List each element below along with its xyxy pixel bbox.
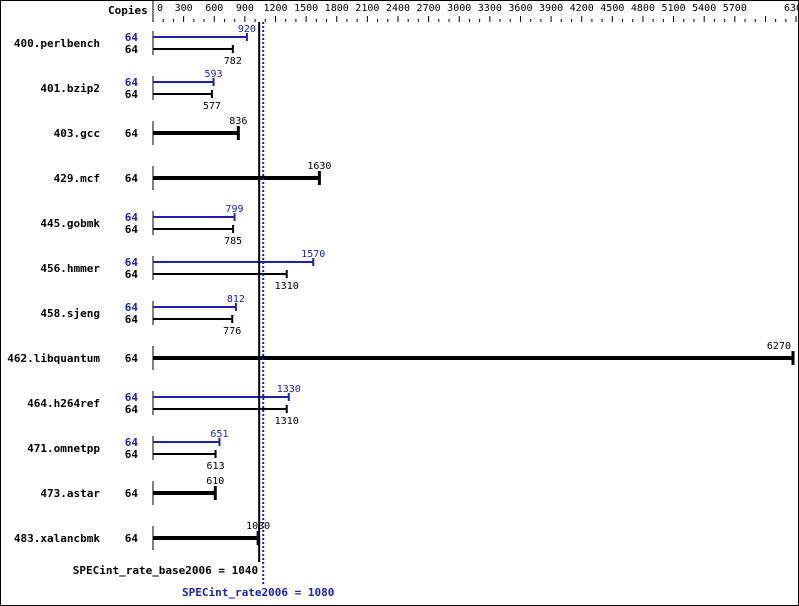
benchmark-name: 462.libquantum <box>7 352 100 365</box>
benchmark-row: 456.hmmer 64 1570 64 1310 <box>40 249 325 292</box>
axis-tick-label: 2100 <box>355 3 379 14</box>
benchmark-row: 473.astar 64 610 <box>40 476 224 505</box>
base-value-label: 785 <box>224 236 242 247</box>
benchmark-row: 403.gcc 64 836 <box>54 116 247 145</box>
benchmark-row: 429.mcf 64 1630 <box>54 161 331 190</box>
peak-copies: 64 <box>125 391 139 404</box>
benchmark-name: 471.omnetpp <box>27 442 100 455</box>
peak-value-label: 651 <box>210 429 228 440</box>
base-value-label: 610 <box>206 476 224 487</box>
peak-value-label: 593 <box>204 69 222 80</box>
peak-value-label: 1570 <box>301 249 325 260</box>
axis-tick-label: 2400 <box>386 3 410 14</box>
benchmark-name: 429.mcf <box>54 172 100 185</box>
base-copies: 64 <box>125 313 139 326</box>
benchmark-name: 473.astar <box>40 487 100 500</box>
base-value-label: 6270 <box>767 341 791 352</box>
peak-summary-label: SPECint_rate2006 = 1080 <box>182 586 334 599</box>
base-value-label: 613 <box>207 461 225 472</box>
benchmark-name: 464.h264ref <box>27 397 100 410</box>
peak-value-label: 920 <box>238 24 256 35</box>
peak-copies: 64 <box>125 301 139 314</box>
base-copies: 64 <box>125 532 139 545</box>
base-value-label: 782 <box>224 56 242 67</box>
benchmark-name: 458.sjeng <box>40 307 100 320</box>
base-copies: 64 <box>125 172 139 185</box>
benchmark-row: 401.bzip2 64 593 64 577 <box>40 69 222 112</box>
base-value-label: 1030 <box>246 521 270 532</box>
benchmark-row: 458.sjeng 64 812 64 776 <box>40 294 245 337</box>
base-copies: 64 <box>125 88 139 101</box>
axis-tick-label: 4200 <box>570 3 594 14</box>
peak-value-label: 812 <box>227 294 245 305</box>
axis-tick-label: 5100 <box>662 3 686 14</box>
benchmark-name: 403.gcc <box>54 127 100 140</box>
benchmark-name: 456.hmmer <box>40 262 100 275</box>
peak-copies: 64 <box>125 211 139 224</box>
axis-tick-label: 600 <box>205 3 223 14</box>
peak-copies: 64 <box>125 31 139 44</box>
axis-tick-label: 1200 <box>263 3 287 14</box>
copies-header: Copies <box>108 4 148 17</box>
axis-tick-label: 4800 <box>631 3 655 14</box>
peak-copies: 64 <box>125 256 139 269</box>
axis-tick-label: 3000 <box>447 3 471 14</box>
benchmark-name: 401.bzip2 <box>40 82 100 95</box>
peak-value-label: 1330 <box>277 384 301 395</box>
benchmark-row: 464.h264ref 64 1330 64 1310 <box>27 384 301 427</box>
axis-tick-label: 900 <box>236 3 254 14</box>
axis-tick-label: 2700 <box>417 3 441 14</box>
benchmark-row: 400.perlbench 64 920 64 782 <box>14 24 256 67</box>
summary-lines: SPECint_rate_base2006 = 1040 SPECint_rate… <box>73 22 334 599</box>
base-copies: 64 <box>125 223 139 236</box>
axis-tick-label: 0 <box>157 3 163 14</box>
base-value-label: 577 <box>203 101 221 112</box>
axis-tick-label: 4500 <box>600 3 624 14</box>
base-copies: 64 <box>125 448 139 461</box>
base-copies: 64 <box>125 43 139 56</box>
axis-tick-label: 5700 <box>723 3 747 14</box>
base-value-label: 1630 <box>307 161 331 172</box>
peak-value-label: 799 <box>226 204 244 215</box>
benchmark-name: 445.gobmk <box>40 217 100 230</box>
base-copies: 64 <box>125 127 139 140</box>
axis-tick-label: 3600 <box>508 3 532 14</box>
peak-copies: 64 <box>125 76 139 89</box>
base-copies: 64 <box>125 487 139 500</box>
benchmark-row: 483.xalancbmk 64 1030 <box>14 521 270 550</box>
benchmark-row: 471.omnetpp 64 651 64 613 <box>27 429 228 472</box>
benchmark-name: 400.perlbench <box>14 37 100 50</box>
benchmark-name: 483.xalancbmk <box>14 532 100 545</box>
peak-copies: 64 <box>125 436 139 449</box>
base-value-label: 836 <box>229 116 247 127</box>
axis-tick-label: 1500 <box>294 3 318 14</box>
base-copies: 64 <box>125 268 139 281</box>
axis-tick-label: 5400 <box>692 3 716 14</box>
axis-tick-label: 6300 <box>784 3 799 14</box>
base-copies: 64 <box>125 403 139 416</box>
base-value-label: 1310 <box>275 416 299 427</box>
base-value-label: 776 <box>223 326 241 337</box>
x-axis: 0 300 600 900 1200 1500 1800 2100 2400 2700 3000 33… <box>152 0 799 22</box>
axis-tick-label: 3300 <box>478 3 502 14</box>
benchmark-row: 445.gobmk 64 799 64 785 <box>40 204 243 247</box>
base-value-label: 1310 <box>275 281 299 292</box>
base-summary-label: SPECint_rate_base2006 = 1040 <box>73 564 258 577</box>
base-copies: 64 <box>125 352 139 365</box>
axis-tick-label: 300 <box>175 3 193 14</box>
axis-tick-label: 1800 <box>325 3 349 14</box>
axis-tick-label: 3900 <box>539 3 563 14</box>
